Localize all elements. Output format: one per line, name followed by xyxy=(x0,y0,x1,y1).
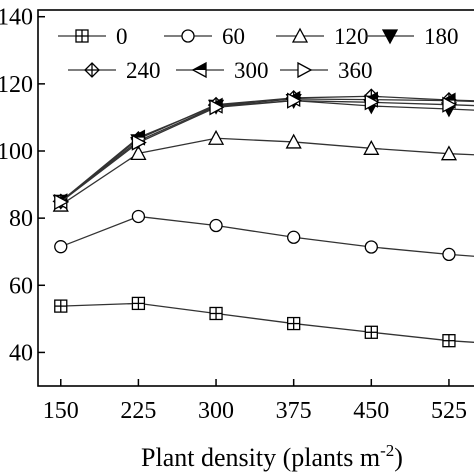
data-point xyxy=(364,240,378,254)
y-tick-label: 80 xyxy=(9,206,33,232)
x-tick-label: 150 xyxy=(43,398,79,424)
legend-label: 300 xyxy=(234,58,269,83)
x-tick-label: 375 xyxy=(276,398,312,424)
legend-label: 360 xyxy=(338,58,373,83)
data-point xyxy=(440,145,458,161)
data-point xyxy=(54,240,68,254)
x-axis-title-superscript: -2 xyxy=(380,441,394,460)
data-point xyxy=(297,61,313,79)
data-point xyxy=(285,133,302,149)
marker-circle xyxy=(364,240,378,254)
series-line xyxy=(60,95,474,202)
legend-item-300: 300 xyxy=(176,58,269,83)
series-line xyxy=(60,137,474,206)
x-axis-title-text: Plant density (plants m xyxy=(141,443,380,472)
legend-item-180: 180 xyxy=(366,24,459,49)
data-point xyxy=(54,193,70,211)
marker-circle xyxy=(181,29,195,43)
x-tick-label: 225 xyxy=(120,398,156,424)
series-line xyxy=(60,98,474,202)
data-point xyxy=(363,139,380,155)
marker-triangle-up xyxy=(207,129,225,145)
data-point xyxy=(364,325,378,339)
marker-circle xyxy=(54,240,68,254)
marker-triangle-right xyxy=(364,94,380,111)
y-tick-label: 120 xyxy=(0,72,33,98)
series-300 xyxy=(52,90,474,210)
legend-item-240: 240 xyxy=(68,58,161,83)
legend-item-60: 60 xyxy=(164,24,245,49)
series-line xyxy=(60,302,474,343)
x-tick-label: 525 xyxy=(431,398,467,424)
x-axis-title-close: ) xyxy=(394,443,403,472)
marker-triangle-right xyxy=(209,99,225,116)
series-line xyxy=(60,215,474,257)
marker-triangle-up xyxy=(440,145,458,161)
x-tick-label: 300 xyxy=(198,398,234,424)
y-tick-label: 100 xyxy=(0,139,33,165)
data-point xyxy=(84,62,100,78)
x-axis-title: Plant density (plants m-2) xyxy=(141,441,403,472)
marker-triangle-down xyxy=(381,29,399,45)
data-point xyxy=(287,316,301,331)
marker-circle xyxy=(287,230,301,244)
legend-label: 120 xyxy=(334,24,369,49)
data-point xyxy=(130,144,147,161)
series-layer xyxy=(52,88,474,348)
marker-triangle-right xyxy=(442,96,458,113)
data-point xyxy=(442,247,456,262)
legend-item-0: 0 xyxy=(58,24,128,49)
data-point xyxy=(131,209,146,224)
series-0 xyxy=(54,296,474,348)
x-tick-label: 450 xyxy=(353,398,389,424)
y-tick-label: 40 xyxy=(9,340,33,366)
marker-triangle-right xyxy=(287,92,303,109)
series-60 xyxy=(54,209,474,262)
data-point xyxy=(191,61,207,79)
marker-triangle-right xyxy=(54,193,70,211)
marker-triangle-up xyxy=(130,144,147,161)
series-120 xyxy=(52,129,474,212)
marker-triangle-right xyxy=(297,61,313,79)
y-tick-label: 60 xyxy=(9,273,33,299)
data-point xyxy=(209,218,223,233)
data-point xyxy=(287,92,303,109)
marker-circle xyxy=(131,209,146,224)
data-point xyxy=(287,230,301,244)
data-point xyxy=(381,29,399,45)
legend-label: 0 xyxy=(116,24,128,49)
axes: 40 60 80 100 120 140 150 225 300 375 450 525 xyxy=(0,5,474,424)
data-point xyxy=(181,29,195,43)
data-point xyxy=(131,134,147,151)
marker-triangle-up xyxy=(291,27,309,43)
data-point xyxy=(209,99,225,116)
marker-triangle-up xyxy=(363,139,380,155)
marker-circle xyxy=(209,218,223,233)
data-point xyxy=(291,27,309,43)
legend-label: 240 xyxy=(126,58,161,83)
legend-item-120: 120 xyxy=(276,24,369,49)
data-point xyxy=(207,129,225,145)
legend: 0 60 120 180 240 300 360 xyxy=(58,24,459,83)
marker-triangle-right xyxy=(131,134,147,151)
marker-triangle-left-fill xyxy=(193,63,206,70)
legend-label: 180 xyxy=(424,24,459,49)
series-360 xyxy=(54,92,474,211)
y-tick-label: 140 xyxy=(0,5,33,31)
data-point xyxy=(442,334,456,348)
data-point xyxy=(364,94,380,111)
data-point xyxy=(131,296,146,311)
data-point xyxy=(75,29,89,43)
data-point xyxy=(442,96,458,113)
marker-triangle-left-fill xyxy=(131,130,145,138)
plot-frame xyxy=(37,9,474,387)
legend-label: 60 xyxy=(222,24,245,49)
marker-circle xyxy=(442,247,456,262)
legend-item-360: 360 xyxy=(280,58,373,83)
marker-triangle-up xyxy=(285,133,302,149)
data-point xyxy=(209,306,223,321)
data-point xyxy=(54,299,68,313)
